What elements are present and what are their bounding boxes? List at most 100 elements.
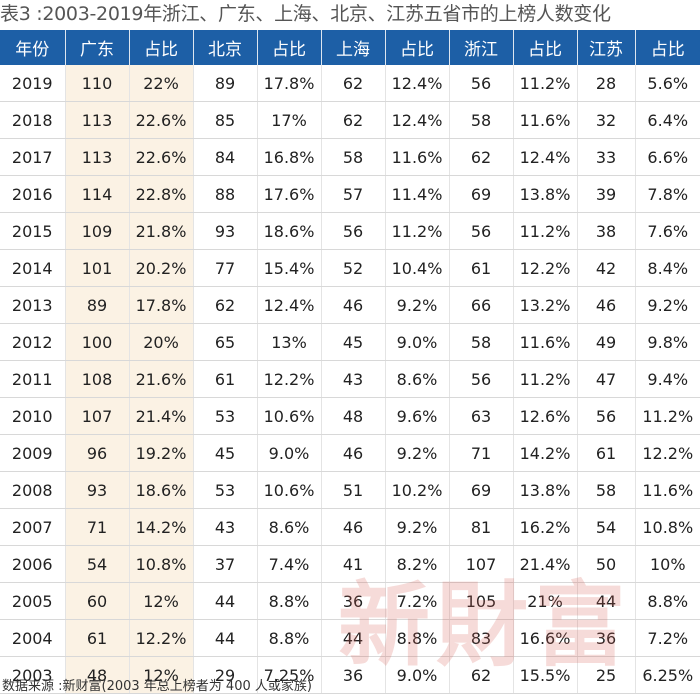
count-cell: 110 (65, 65, 130, 102)
count-cell: 49 (577, 323, 636, 361)
count-cell: 43 (193, 508, 258, 546)
count-cell: 46 (321, 508, 386, 546)
share-cell: 15.5% (513, 656, 578, 694)
count-cell: 66 (449, 286, 514, 324)
count-cell: 71 (65, 508, 130, 546)
year-cell: 2010 (0, 397, 66, 435)
share-cell: 21.6% (129, 360, 194, 398)
count-cell: 100 (65, 323, 130, 361)
count-cell: 58 (449, 323, 514, 361)
share-cell: 17.8% (129, 286, 194, 324)
share-cell: 8.6% (257, 508, 322, 546)
share-cell: 7.2% (385, 582, 450, 620)
share-cell: 10.8% (129, 545, 194, 583)
count-cell: 33 (577, 138, 636, 176)
count-cell: 25 (577, 656, 636, 694)
count-cell: 58 (577, 471, 636, 509)
share-cell: 21.4% (513, 545, 578, 583)
count-cell: 37 (193, 545, 258, 583)
count-cell: 56 (449, 65, 514, 102)
table-row: 2019 110 22% 89 17.8% 62 12.4% 56 11.2% 28 5.6% (0, 65, 700, 102)
count-cell: 43 (321, 360, 386, 398)
share-cell: 12.2% (257, 360, 322, 398)
count-cell: 63 (449, 397, 514, 435)
count-cell: 62 (321, 65, 386, 102)
count-cell: 54 (65, 545, 130, 583)
count-cell: 41 (321, 545, 386, 583)
count-cell: 56 (321, 212, 386, 250)
column-header: 占比 (129, 30, 194, 65)
count-cell: 46 (321, 434, 386, 472)
share-cell: 7.8% (635, 175, 700, 213)
count-cell: 61 (577, 434, 636, 472)
count-cell: 50 (577, 545, 636, 583)
share-cell: 9.0% (385, 323, 450, 361)
count-cell: 107 (449, 545, 514, 583)
share-cell: 21.8% (129, 212, 194, 250)
count-cell: 62 (449, 656, 514, 694)
share-cell: 8.8% (257, 619, 322, 657)
share-cell: 9.0% (385, 656, 450, 694)
share-cell: 11.6% (635, 471, 700, 509)
table-row: 2017 113 22.6% 84 16.8% 58 11.6% 62 12.4% 33 6.6% (0, 138, 700, 176)
count-cell: 39 (577, 175, 636, 213)
count-cell: 77 (193, 249, 258, 287)
column-header-year: 年份 (0, 30, 66, 65)
count-cell: 85 (193, 101, 258, 139)
share-cell: 11.2% (513, 360, 578, 398)
count-cell: 53 (193, 471, 258, 509)
count-cell: 45 (193, 434, 258, 472)
year-cell: 2004 (0, 619, 66, 657)
table-row: 2016 114 22.8% 88 17.6% 57 11.4% 69 13.8% 39 7.8% (0, 175, 700, 213)
count-cell: 96 (65, 434, 130, 472)
share-cell: 20.2% (129, 249, 194, 287)
count-cell: 28 (577, 65, 636, 102)
count-cell: 93 (65, 471, 130, 509)
year-cell: 2018 (0, 101, 66, 139)
share-cell: 14.2% (513, 434, 578, 472)
share-cell: 20% (129, 323, 194, 361)
count-cell: 108 (65, 360, 130, 398)
table-row: 2013 89 17.8% 62 12.4% 46 9.2% 66 13.2% 46 9.2% (0, 286, 700, 324)
share-cell: 16.6% (513, 619, 578, 657)
count-cell: 36 (321, 582, 386, 620)
count-cell: 83 (449, 619, 514, 657)
table-title: 表3 :2003-2019年浙江、广东、上海、北京、江苏五省市的上榜人数变化 (0, 3, 611, 25)
share-cell: 11.6% (513, 323, 578, 361)
count-cell: 69 (449, 175, 514, 213)
share-cell: 6.4% (635, 101, 700, 139)
count-cell: 54 (577, 508, 636, 546)
data-table: 年份 广东 占比 北京 占比 上海 占比 浙江 占比 江苏 占比 2019 110 22% 89 17.8%… (0, 30, 700, 694)
count-cell: 51 (321, 471, 386, 509)
share-cell: 9.2% (385, 508, 450, 546)
share-cell: 9.4% (635, 360, 700, 398)
share-cell: 8.8% (257, 582, 322, 620)
column-header: 广东 (65, 30, 130, 65)
count-cell: 44 (193, 619, 258, 657)
share-cell: 19.2% (129, 434, 194, 472)
share-cell: 21% (513, 582, 578, 620)
count-cell: 57 (321, 175, 386, 213)
share-cell: 10.6% (257, 471, 322, 509)
share-cell: 13.8% (513, 175, 578, 213)
share-cell: 9.0% (257, 434, 322, 472)
count-cell: 65 (193, 323, 258, 361)
count-cell: 60 (65, 582, 130, 620)
year-cell: 2011 (0, 360, 66, 398)
share-cell: 7.6% (635, 212, 700, 250)
year-cell: 2015 (0, 212, 66, 250)
share-cell: 12% (129, 582, 194, 620)
count-cell: 61 (193, 360, 258, 398)
year-cell: 2009 (0, 434, 66, 472)
share-cell: 10.2% (385, 471, 450, 509)
count-cell: 53 (193, 397, 258, 435)
year-cell: 2003 (0, 656, 66, 694)
count-cell: 38 (577, 212, 636, 250)
share-cell: 12.2% (635, 434, 700, 472)
share-cell: 18.6% (129, 471, 194, 509)
share-cell: 9.6% (385, 397, 450, 435)
count-cell: 89 (65, 286, 130, 324)
table-body: 2019 110 22% 89 17.8% 62 12.4% 56 11.2% 28 5.6% 201… (0, 65, 700, 694)
count-cell: 44 (577, 582, 636, 620)
source-note: 数据来源 :新财富(2003 年总上榜者为 400 人或家族) (2, 679, 312, 694)
